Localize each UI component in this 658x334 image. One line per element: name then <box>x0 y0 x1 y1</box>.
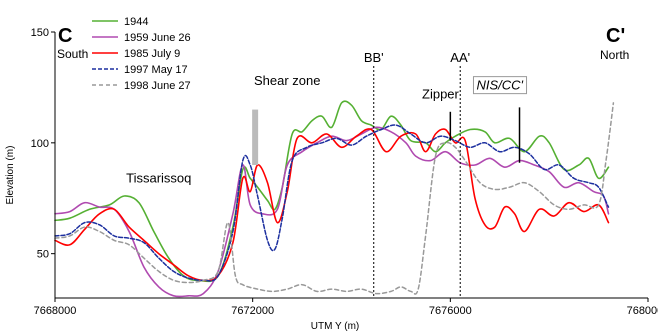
annotation-label: Zipper <box>422 87 460 102</box>
series-line-0 <box>54 100 610 283</box>
series-line-1 <box>54 126 610 298</box>
annotation-label: Tissarissoq <box>126 171 191 186</box>
y-tick-label: 50 <box>37 249 49 261</box>
corner-letter-right: C' <box>606 25 625 47</box>
legend-label: 1998 June 27 <box>124 80 191 92</box>
annotations: Tissarissoq Shear zone Zipper NIS/CC' <box>126 73 528 186</box>
corner-word-right: North <box>600 48 629 62</box>
shear-zone-bar <box>252 109 259 165</box>
annotation-box <box>472 76 528 95</box>
y-tick-label: 100 <box>31 138 49 150</box>
series-layer <box>54 100 615 298</box>
legend-label: 1959 June 26 <box>124 32 191 44</box>
corner-letter-left: C <box>58 25 72 47</box>
series-line-2 <box>54 128 610 282</box>
corner-word-left: South <box>57 47 88 61</box>
axes: 50 100 150 7668000 7672000 7676000 7680000 <box>31 27 658 317</box>
x-tick-label: 7672000 <box>231 305 274 317</box>
y-tick-label: 150 <box>31 27 49 39</box>
vertical-marker-label: AA' <box>450 50 470 65</box>
series-line-3 <box>54 124 610 282</box>
vertical-markers: BB' AA' <box>364 50 470 298</box>
annotation-label: NIS/CC' <box>476 78 523 93</box>
y-axis-title: Elevation (m) <box>5 146 16 205</box>
legend: 1944 1959 June 26 1985 July 9 1997 May 17 19… <box>92 16 191 92</box>
x-axis-title: UTM Y (m) <box>311 321 360 332</box>
vertical-marker-label: BB' <box>364 50 384 65</box>
x-tick-label: 7676000 <box>429 305 472 317</box>
annotation-label: Shear zone <box>254 73 321 88</box>
series-line-4 <box>54 102 615 295</box>
legend-label: 1944 <box>124 16 148 28</box>
legend-label: 1985 July 9 <box>124 48 180 60</box>
x-tick-label: 7680000 <box>627 305 658 317</box>
legend-label: 1997 May 17 <box>124 64 188 76</box>
x-tick-label: 7668000 <box>34 305 77 317</box>
